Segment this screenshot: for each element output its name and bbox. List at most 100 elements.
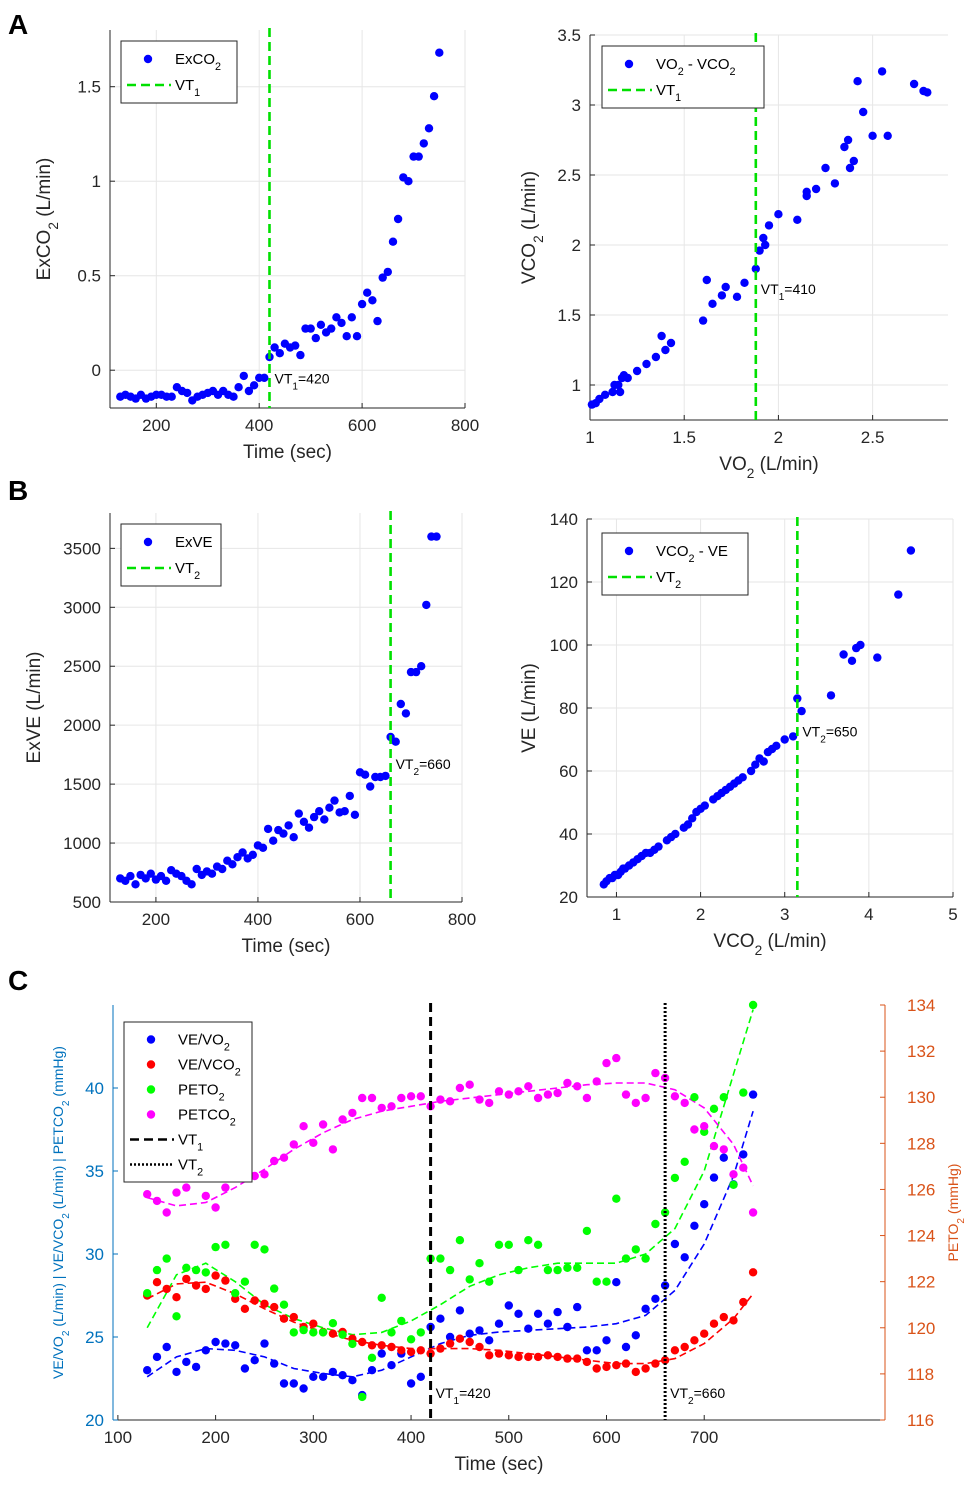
chart-c-ve-vco2-point (328, 1329, 338, 1338)
chart-a1-exco2-point (234, 383, 243, 392)
chart-c-peto2-point (397, 1316, 406, 1326)
chart-c-petco2-point (700, 1122, 709, 1131)
chart-c-petco2-point (406, 1092, 416, 1101)
chart-a2-vo2-vco2-point (853, 77, 862, 86)
chart-a2-vo2-vco2-point (859, 107, 868, 117)
chart-c-petco2-point (563, 1078, 572, 1088)
chart-c-ve-vco2-point (573, 1354, 582, 1363)
chart-b1-legend-label-1: VT2 (175, 560, 200, 582)
chart-b2-x-tick-label-0: 1 (612, 905, 621, 924)
chart-c-ve-vco2-point (211, 1271, 220, 1280)
chart-a1-annotation-0: VT1=420 (274, 370, 329, 392)
chart-c-peto2-point (279, 1300, 289, 1309)
chart-c-petco2-point (367, 1093, 377, 1103)
chart-c-ve-vo2-point (582, 1346, 592, 1355)
chart-a1-exco2-point (270, 343, 279, 352)
chart-c-ve-vo2-point (475, 1326, 484, 1335)
chart-b2-vco2-ve-point (751, 760, 760, 769)
chart-a1-exco2-point (332, 313, 341, 322)
chart-c-petco2-point (660, 1073, 670, 1083)
chart-a1-legend-label-1: VT1 (175, 77, 200, 99)
chart-c-ve-vo2-point (221, 1339, 230, 1348)
chart-c-peto2-point (631, 1245, 640, 1254)
chart-b2-vco2-ve-point (780, 735, 789, 744)
chart-a1-exco2-point (373, 316, 382, 326)
chart-b1-exve-point (269, 836, 278, 845)
chart-c-ve-vco2-point (416, 1346, 425, 1355)
chart-a1-exco2-point (229, 392, 238, 401)
chart-c-petco2-point (377, 1103, 386, 1113)
chart-c-ve-vco2-point (739, 1297, 748, 1307)
chart-a2-vo2-vco2-point (761, 240, 770, 250)
chart-c-ve-vco2-point (377, 1341, 386, 1350)
chart-c-legend-label-5: VT2 (178, 1157, 203, 1179)
chart-a2-vo2-vco2-point (632, 366, 642, 376)
chart-c-ve-vco2-point (631, 1367, 640, 1377)
chart-a1-exco2-point (167, 392, 176, 401)
chart-c-petco2-point (485, 1098, 494, 1108)
chart-b1-exve-point (218, 864, 227, 874)
chart-a1-exco2-point (347, 313, 356, 322)
chart-b1-exve-point (207, 869, 217, 878)
chart-b1-y-tick-label-6: 3500 (63, 539, 101, 558)
chart-b2-y-tick-label-5: 120 (550, 573, 578, 592)
chart-c-ve-vo2-point (387, 1361, 396, 1370)
chart-b1-exve-point (131, 880, 140, 889)
chart-c-petco2-point (279, 1153, 289, 1162)
chart-c-x-tick-label-5: 600 (592, 1428, 620, 1447)
chart-a2-vo2-vco2-point (877, 67, 887, 76)
chart-c-petco2-point (465, 1080, 474, 1089)
chart-a2-vo2-vco2-point (923, 88, 932, 97)
chart-c-peto2-point (465, 1275, 474, 1284)
chart-b2-vco2-ve-point (688, 814, 697, 823)
chart-c-peto2-point (690, 1093, 699, 1102)
chart-b2-legend-label-1: VT2 (656, 569, 681, 591)
panel-letter-c: C (8, 965, 28, 996)
chart-c-peto2-point (612, 1194, 621, 1203)
chart-c-ve-vco2-point (514, 1352, 523, 1362)
chart-c-ve-vo2-point (416, 1372, 425, 1382)
chart-b2-y-axis-label: VE (L/min) (519, 663, 540, 753)
chart-c-ve-vco2-point (279, 1314, 289, 1323)
chart-c-petco2-point (338, 1115, 347, 1124)
chart-c-y-right-tick-label-2: 120 (907, 1319, 935, 1338)
chart-c-petco2-point (270, 1156, 279, 1166)
chart-c-ve-vo2-point (748, 1090, 758, 1099)
chart-c-petco2-point (709, 1141, 719, 1151)
chart-c-ve-vo2-point (172, 1367, 181, 1377)
chart-a1-exco2-point (383, 267, 392, 277)
chart-a2-legend-marker-0 (624, 59, 634, 69)
chart-a2-vo2-vco2-point (802, 187, 811, 196)
chart-b1-x-tick-label-0: 200 (142, 910, 170, 929)
chart-c-annotation-1: VT2=660 (670, 1385, 725, 1407)
chart-a2-vo2-vco2-point (793, 215, 802, 224)
chart-a2-vo2-vco2-point (721, 282, 730, 292)
chart-b2-vco2-ve-point (826, 691, 836, 700)
chart-c-peto2-point (670, 1173, 680, 1183)
chart-c-ve-vco2-point (455, 1334, 465, 1343)
chart-b2-annotation-0: VT2=650 (802, 723, 857, 745)
chart-c-petco2-point (397, 1093, 406, 1103)
chart-c-petco2-point (651, 1068, 660, 1078)
chart-a1-exco2-point (296, 350, 305, 360)
chart-a1-exco2-point (363, 288, 372, 297)
chart-b2-vco2-ve-point (847, 656, 857, 665)
chart-c-y-right-tick-label-6: 128 (907, 1134, 935, 1153)
chart-c-ve-vo2-point (182, 1357, 191, 1367)
chart-a2-vo2-vco2-point (764, 221, 774, 230)
chart-b1-legend-marker-0 (143, 537, 153, 547)
chart-a1-exco2-point (368, 296, 377, 305)
chart-c-ve-vo2-point (719, 1153, 728, 1162)
chart-c-ve-vo2-point (514, 1309, 523, 1319)
chart-a1-exco2-point (327, 324, 336, 333)
chart-b2-x-tick-label-2: 3 (780, 905, 789, 924)
chart-c-ve-vo2-point (680, 1253, 689, 1262)
chart-c-peto2-point (299, 1325, 308, 1335)
chart-b1-exve-point (366, 782, 375, 791)
chart-c-ve-vco2-point (582, 1357, 592, 1367)
chart-c-ve-vo2-point (328, 1367, 338, 1377)
chart-c-petco2-point (504, 1090, 513, 1099)
chart-c-petco2-point (299, 1122, 308, 1131)
chart-a1-exco2-point (249, 381, 259, 390)
chart-b1-exve-point (248, 850, 257, 859)
